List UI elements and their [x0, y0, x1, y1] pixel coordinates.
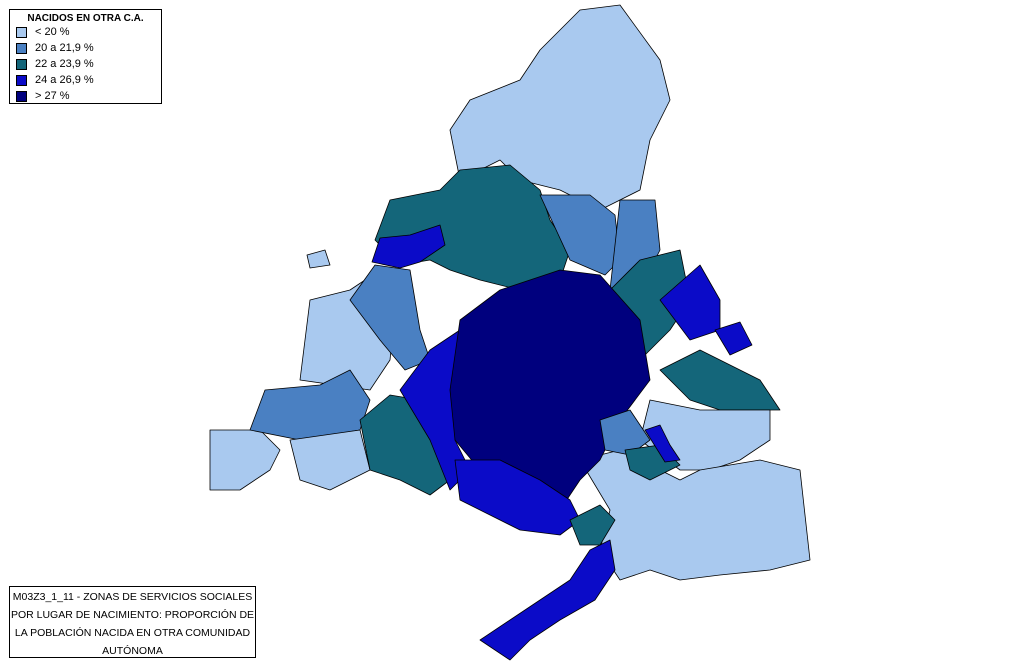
zone [449, 4, 671, 211]
legend-swatch [16, 90, 27, 102]
legend-item: 20 a 21,9 % [16, 40, 161, 56]
caption: M03Z3_1_11 - ZONAS DE SERVICIOS SOCIALES… [9, 586, 256, 658]
legend-swatch [16, 74, 27, 86]
zone [306, 249, 331, 269]
zone [209, 429, 281, 491]
legend-item: > 27 % [16, 88, 161, 104]
zone [289, 429, 371, 491]
legend-item: 22 a 23,9 % [16, 56, 161, 72]
legend-label: 20 a 21,9 % [35, 42, 94, 54]
zone [644, 424, 681, 463]
zone [449, 269, 651, 511]
legend-label: 24 a 26,9 % [35, 74, 94, 86]
legend-title: NACIDOS EN OTRA C.A. [27, 13, 144, 24]
zone [349, 264, 431, 371]
zone [659, 264, 721, 341]
legend-label: > 27 % [35, 90, 70, 102]
legend-label: < 20 % [35, 26, 70, 38]
zones [209, 4, 811, 661]
legend-label: 22 a 23,9 % [35, 58, 94, 70]
legend-swatch [16, 58, 27, 70]
zone [714, 321, 753, 356]
legend-swatch [16, 26, 27, 38]
legend-item: < 20 % [16, 24, 161, 40]
zone [371, 224, 446, 269]
zone [479, 539, 616, 661]
legend-swatch [16, 42, 27, 54]
zone [569, 504, 616, 546]
legend: NACIDOS EN OTRA C.A. < 20 % 20 a 21,9 % 22… [9, 9, 162, 104]
legend-items: < 20 % 20 a 21,9 % 22 a 23,9 % 24 a 26,9 % >… [10, 24, 161, 104]
zone [659, 349, 781, 411]
legend-item: 24 a 26,9 % [16, 72, 161, 88]
zone [454, 459, 581, 536]
